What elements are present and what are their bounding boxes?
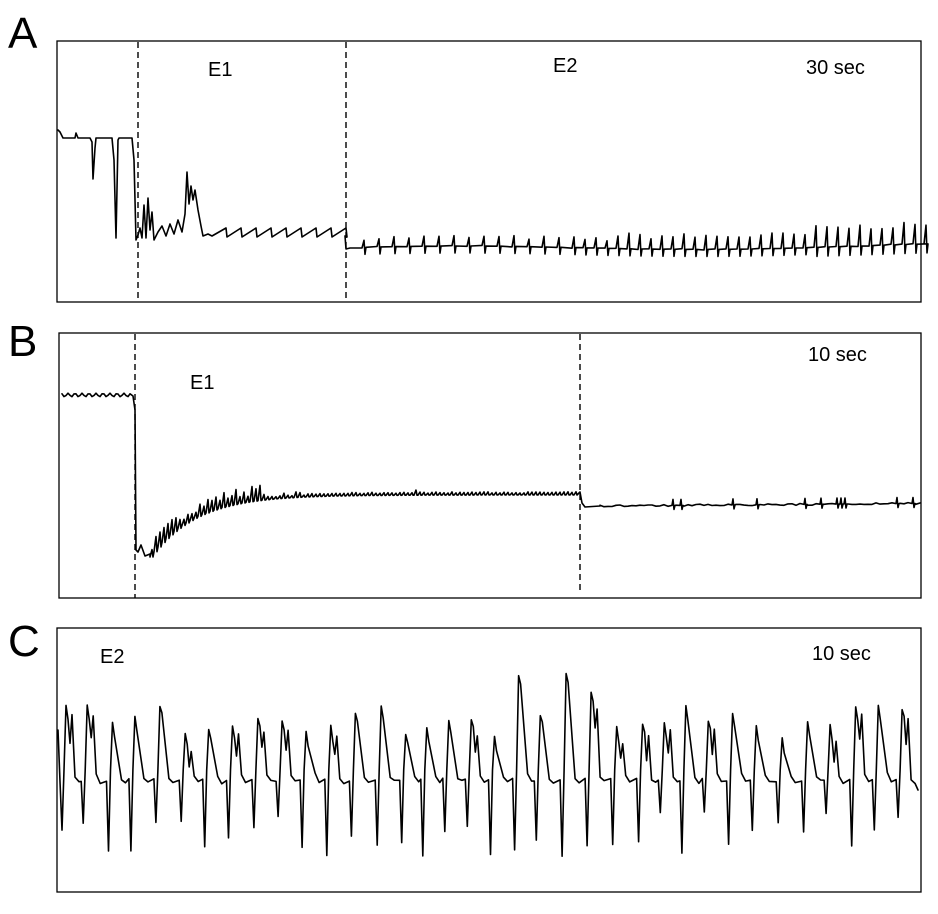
panel-c-frame	[56, 627, 922, 893]
panel-a-phase-e2-label: E2	[553, 55, 577, 77]
panel-a-letter: A	[8, 9, 38, 58]
panel-a-frame	[56, 40, 922, 303]
panel-b-scale-label: 10 sec	[808, 344, 867, 366]
panel-c-phase-e2-label: E2	[100, 646, 124, 668]
panel-c-scale-label: 10 sec	[812, 643, 871, 665]
panel-c-waveform	[57, 672, 919, 857]
panel-b-letter: B	[8, 317, 37, 366]
panel-a-phase-e1-label: E1	[208, 59, 232, 81]
panel-a-waveform	[57, 129, 929, 258]
panel-b-phase-e1-label: E1	[190, 372, 214, 394]
panel-a-scale-label: 30 sec	[806, 57, 865, 79]
panel-a: A E1 E2 30 sec	[8, 9, 929, 303]
panel-c: C E2 10 sec	[8, 617, 922, 893]
panel-b: B E1 10 sec	[8, 317, 922, 599]
panel-b-frame	[58, 332, 922, 599]
panel-b-waveform	[61, 392, 921, 558]
panel-c-letter: C	[8, 617, 40, 666]
